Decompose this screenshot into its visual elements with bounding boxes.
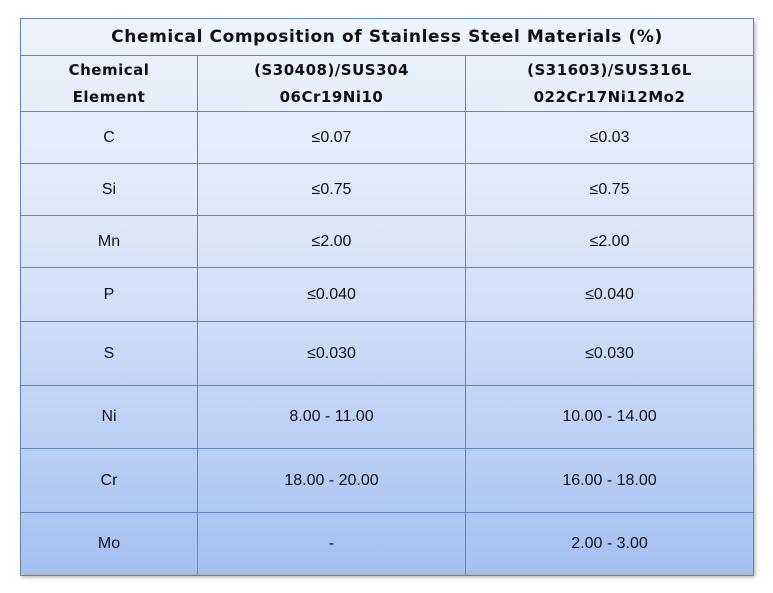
sus304-value-cell: ≤0.030 (197, 321, 466, 386)
header-sus316l-line1: (S31603)/SUS316L (527, 60, 692, 79)
header-sus316l: (S31603)/SUS316L 022Cr17Ni12Mo2 (464, 55, 755, 112)
composition-table-container: Chemical Composition of Stainless Steel … (19, 18, 755, 576)
sus304-value-cell: ≤0.75 (197, 163, 466, 216)
element-cell: Mn (20, 215, 198, 268)
header-row: Chemical Element (S30408)/SUS304 06Cr19N… (20, 55, 755, 112)
element-cell: Mo (20, 512, 198, 576)
title-row: Chemical Composition of Stainless Steel … (19, 18, 755, 56)
header-chemical-element-line1: Chemical (68, 60, 150, 79)
table-row: Mo - 2.00 - 3.00 (20, 512, 755, 576)
sus316l-value-cell: ≤2.00 (464, 215, 755, 268)
sus316l-value-cell: 16.00 - 18.00 (464, 448, 755, 513)
sus304-value-cell: 18.00 - 20.00 (197, 448, 466, 513)
sus304-value-cell: - (197, 512, 466, 576)
header-chemical-element-line2: Element (72, 87, 146, 106)
element-cell: S (20, 321, 198, 386)
header-chemical-element: Chemical Element (20, 55, 198, 112)
sus316l-value-cell: ≤0.03 (464, 111, 755, 164)
header-sus304: (S30408)/SUS304 06Cr19Ni10 (197, 55, 466, 112)
element-cell: Ni (20, 385, 198, 449)
table-row: Ni 8.00 - 11.00 10.00 - 14.00 (20, 385, 755, 449)
element-cell: Si (20, 163, 198, 216)
sus316l-value-cell: ≤0.030 (464, 321, 755, 386)
header-sus304-line1: (S30408)/SUS304 (254, 60, 409, 79)
element-cell: C (20, 111, 198, 164)
sus304-value-cell: ≤0.040 (197, 267, 466, 322)
element-cell: P (20, 267, 198, 322)
header-sus304-line2: 06Cr19Ni10 (279, 87, 384, 106)
table-row: S ≤0.030 ≤0.030 (20, 321, 755, 386)
sus316l-value-cell: 2.00 - 3.00 (464, 512, 755, 576)
sus304-value-cell: ≤0.07 (197, 111, 466, 164)
header-sus316l-line2: 022Cr17Ni12Mo2 (533, 87, 686, 106)
sus316l-value-cell: ≤0.040 (464, 267, 755, 322)
sus304-value-cell: ≤2.00 (197, 215, 466, 268)
sus316l-value-cell: ≤0.75 (464, 163, 755, 216)
sus316l-value-cell: 10.00 - 14.00 (464, 385, 755, 449)
table-row: Cr 18.00 - 20.00 16.00 - 18.00 (20, 448, 755, 513)
sus304-value-cell: 8.00 - 11.00 (197, 385, 466, 449)
table-row: Si ≤0.75 ≤0.75 (20, 163, 755, 216)
table-row: Mn ≤2.00 ≤2.00 (20, 215, 755, 268)
table-title: Chemical Composition of Stainless Steel … (19, 18, 755, 56)
composition-table: Chemical Composition of Stainless Steel … (19, 18, 755, 576)
table-row: P ≤0.040 ≤0.040 (20, 267, 755, 322)
element-cell: Cr (20, 448, 198, 513)
table-row: C ≤0.07 ≤0.03 (20, 111, 755, 164)
